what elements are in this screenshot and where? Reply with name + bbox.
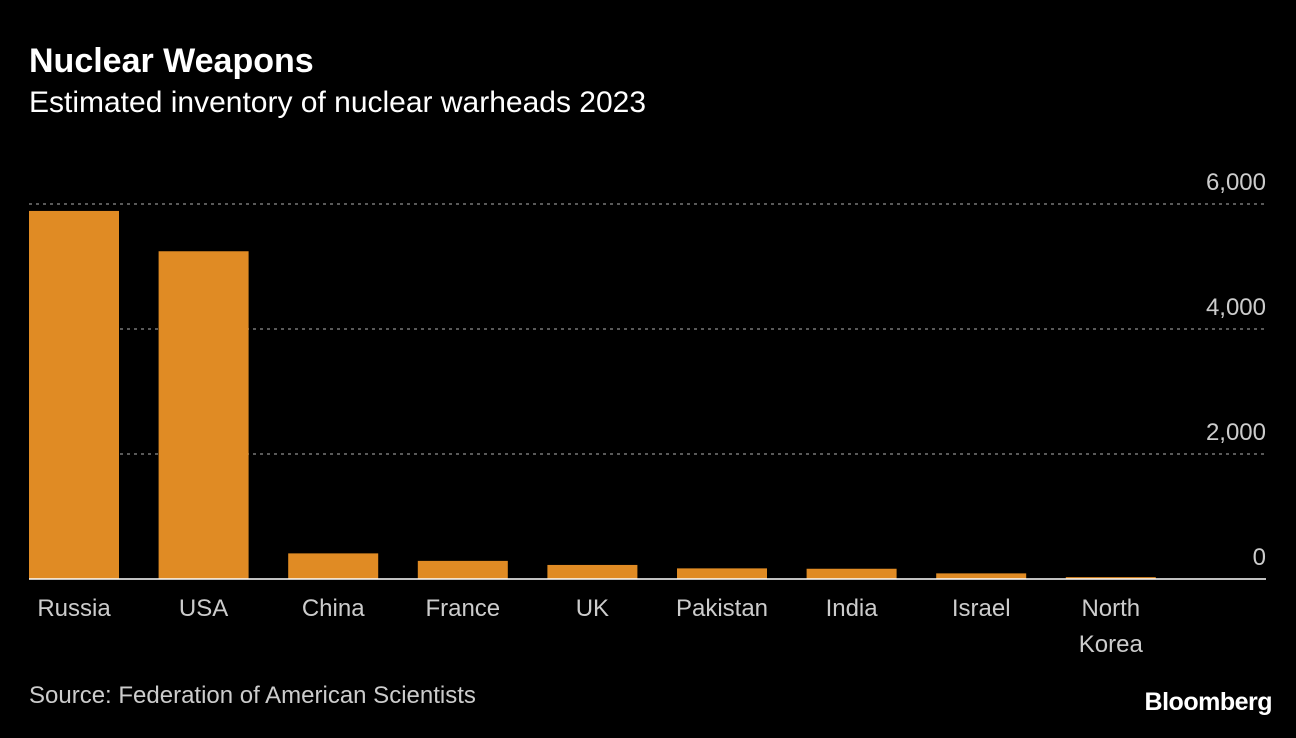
bar-india [806,568,897,579]
y-tick-label: 2,000 [1206,419,1266,446]
gridlines [29,203,1266,455]
bloomberg-logo: Bloomberg [1144,688,1273,716]
bar-russia [29,210,119,579]
bar-north-korea [1065,577,1156,579]
x-tick-label: Israel [952,595,1011,622]
bar-china [288,553,379,579]
bar-pakistan [677,568,767,579]
source-note: Source: Federation of American Scientist… [29,682,476,709]
bar-usa [158,251,249,579]
bar-france [417,560,508,579]
y-tick-label: 0 [1253,544,1266,571]
x-tick-label: USA [179,595,228,622]
x-tick-label: North Korea [1079,595,1144,658]
x-tick-label: France [425,595,500,622]
x-tick-labels: Russia USA China France UK Pakistan India Israe… [37,595,1143,658]
y-tick-label: 4,000 [1206,294,1266,321]
x-tick-label: India [826,595,879,622]
y-tick-labels: 0 2,000 4,000 6,000 [1206,169,1266,571]
x-tick-label: Pakistan [676,595,768,622]
chart-title: Nuclear Weapons [29,42,314,80]
bars [29,210,1156,579]
x-tick-label: Russia [37,595,111,622]
x-tick-label: UK [576,595,609,622]
y-tick-label: 6,000 [1206,169,1266,196]
bar-uk [547,564,638,579]
bar-israel [936,573,1027,579]
x-tick-label: China [302,595,365,622]
chart-subtitle: Estimated inventory of nuclear warheads … [29,86,647,119]
